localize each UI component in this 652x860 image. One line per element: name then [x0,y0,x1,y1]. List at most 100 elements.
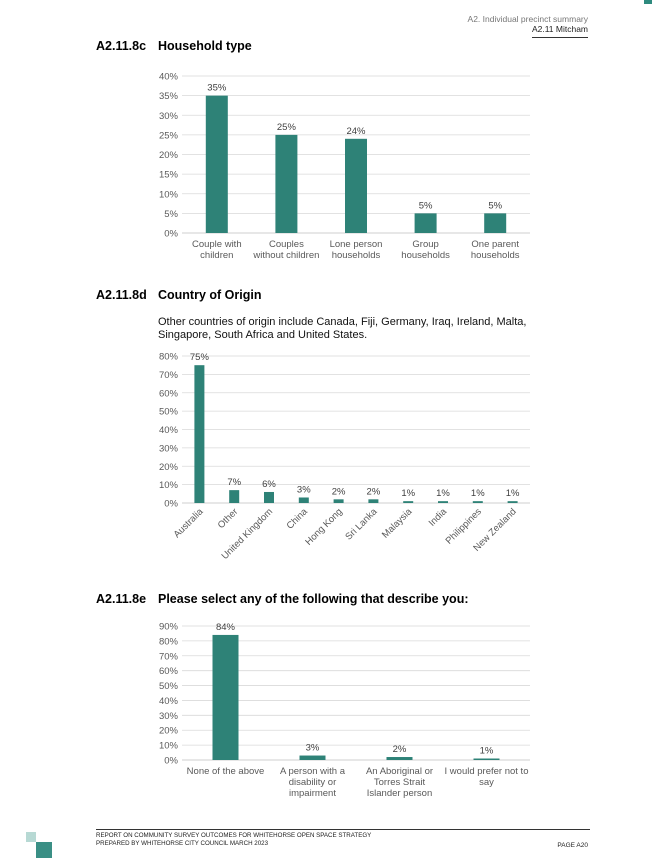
bar [333,499,344,503]
y-tick-label: 5% [164,209,178,220]
section-number: A2.11.8e [96,592,147,606]
x-tick-label: China [285,506,311,532]
data-label: 5% [488,200,502,211]
data-label: 6% [262,479,276,490]
footer-text: REPORT ON COMMUNITY SURVEY OUTCOMES FOR … [96,832,371,848]
bar [473,758,500,760]
x-tick-label: I would prefer not to say [445,766,529,788]
bar [275,134,298,233]
section-title-household: A2.11.8c Household type [96,39,252,53]
logo-square-light [26,832,36,842]
x-tick-label: Australia [172,506,206,540]
data-label: 24% [346,126,366,137]
y-tick-label: 60% [159,666,179,677]
x-tick-label: A person with a disability or impairment [280,766,346,799]
y-tick-label: 60% [159,388,179,399]
y-tick-label: 70% [159,370,179,381]
x-tick-label: Lone person households [330,239,383,261]
x-tick-label: Hong Kong [303,506,344,547]
country-of-origin-chart: 0% 10% 20% 30% 40% 50% 60% 70% 80% 75% Australia 7%… [159,352,530,560]
y-tick-label: 15% [159,170,179,181]
y-tick-label: 50% [159,681,179,692]
section-heading: Country of Origin [158,288,262,302]
x-tick-label: One parent households [471,239,520,261]
header-section: A2. Individual precinct summary [467,14,588,24]
bar [507,501,518,503]
bar [438,501,448,503]
y-tick-label: 0% [164,229,178,240]
data-label: 2% [367,486,381,497]
bar [345,138,367,233]
bar [484,213,507,233]
data-label: 84% [216,622,236,633]
bar [403,501,414,503]
x-tick-label: An Aboriginal or Torres Strait Islander pe… [366,766,433,799]
x-tick-label: Malaysia [380,506,415,541]
bar [472,501,483,503]
data-label: 7% [227,477,241,488]
y-tick-label: 10% [159,480,179,491]
country-note: Other countries of origin include Canada… [158,316,527,341]
y-tick-label: 30% [159,111,179,122]
y-tick-label: 0% [164,499,178,510]
data-label: 1% [506,488,520,499]
data-label: 35% [207,83,227,94]
data-label: 1% [401,488,415,499]
x-tick-label: Other [216,506,241,531]
x-tick-label: India [427,506,450,529]
x-tick-label: Group households [401,239,450,261]
section-title-country: A2.11.8d Country of Origin [96,288,261,302]
bar [205,95,228,233]
bar [264,491,274,503]
y-tick-label: 35% [159,91,179,102]
data-label: 1% [436,488,450,499]
y-tick-label: 40% [159,425,179,436]
page-number: PAGE A20 [557,842,588,849]
bar [298,497,309,503]
data-label: 75% [190,352,210,363]
x-tick-label: Sri Lanka [343,506,380,543]
x-tick-label: Couples without children [252,239,319,261]
bar [194,365,205,503]
bar [212,634,239,760]
data-label: 3% [306,743,320,754]
section-number: A2.11.8d [96,288,147,302]
describe-you-chart: 0% 10% 20% 30% 40% 50% 60% 70% 80% 90% 84% None of … [159,622,530,799]
data-label: 1% [480,746,494,757]
y-tick-label: 0% [164,756,178,767]
section-heading: Household type [158,39,252,53]
footer-divider [96,829,590,830]
y-tick-label: 80% [159,352,179,363]
y-tick-label: 20% [159,462,179,473]
data-label: 5% [419,200,433,211]
y-tick-label: 40% [159,696,179,707]
y-tick-label: 25% [159,130,179,141]
data-label: 1% [471,488,485,499]
y-tick-label: 20% [159,726,179,737]
y-tick-label: 30% [159,711,179,722]
y-tick-label: 50% [159,407,179,418]
data-label: 3% [297,484,311,495]
y-tick-label: 40% [159,72,179,83]
footer-line-2: PREPARED BY WHITEHORSE CITY COUNCIL MARC… [96,840,269,847]
y-tick-label: 80% [159,636,179,647]
section-number: A2.11.8c [96,39,147,53]
data-label: 25% [277,122,297,133]
footer-line-1: REPORT ON COMMUNITY SURVEY OUTCOMES FOR … [96,832,372,839]
section-title-describe: A2.11.8e Please select any of the followi… [96,592,469,606]
header-subsection: A2.11 Mitcham [531,24,588,38]
data-label: 2% [332,486,346,497]
x-tick-label: None of the above [187,766,265,777]
bar [229,490,240,503]
bar [299,755,326,760]
bar [414,213,437,233]
corner-accent [644,0,652,4]
y-tick-label: 70% [159,651,179,662]
y-tick-label: 20% [159,150,179,161]
logo-square-dark [36,842,52,858]
bar [386,757,413,760]
y-tick-label: 30% [159,443,179,454]
x-tick-label: Couple with children [192,239,242,261]
y-tick-label: 10% [159,189,179,200]
bar [368,499,379,503]
